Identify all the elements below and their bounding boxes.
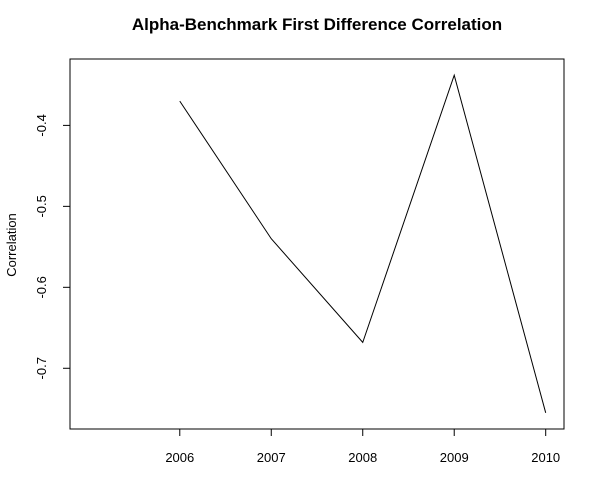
y-tick-label--0.4: -0.4 <box>34 114 49 136</box>
x-tick-label-2010: 2010 <box>531 450 560 465</box>
x-tick-label-2009: 2009 <box>440 450 469 465</box>
x-axis: 2006 2007 2008 2009 2010 <box>165 429 560 465</box>
plot-frame <box>69 58 565 430</box>
y-tick-label--0.6: -0.6 <box>34 276 49 298</box>
series-line-0 <box>179 73 547 413</box>
y-axis: -0.4 -0.5 -0.6 -0.7 <box>34 114 70 379</box>
y-tick-label--0.7: -0.7 <box>34 357 49 379</box>
series-group <box>179 73 547 413</box>
y-axis-label: Correlation <box>4 213 19 277</box>
x-tick-label-2007: 2007 <box>257 450 286 465</box>
y-tick-label--0.5: -0.5 <box>34 195 49 217</box>
x-tick-label-2006: 2006 <box>165 450 194 465</box>
chart-title: Alpha-Benchmark First Difference Correla… <box>132 15 502 34</box>
x-tick-label-2008: 2008 <box>348 450 377 465</box>
